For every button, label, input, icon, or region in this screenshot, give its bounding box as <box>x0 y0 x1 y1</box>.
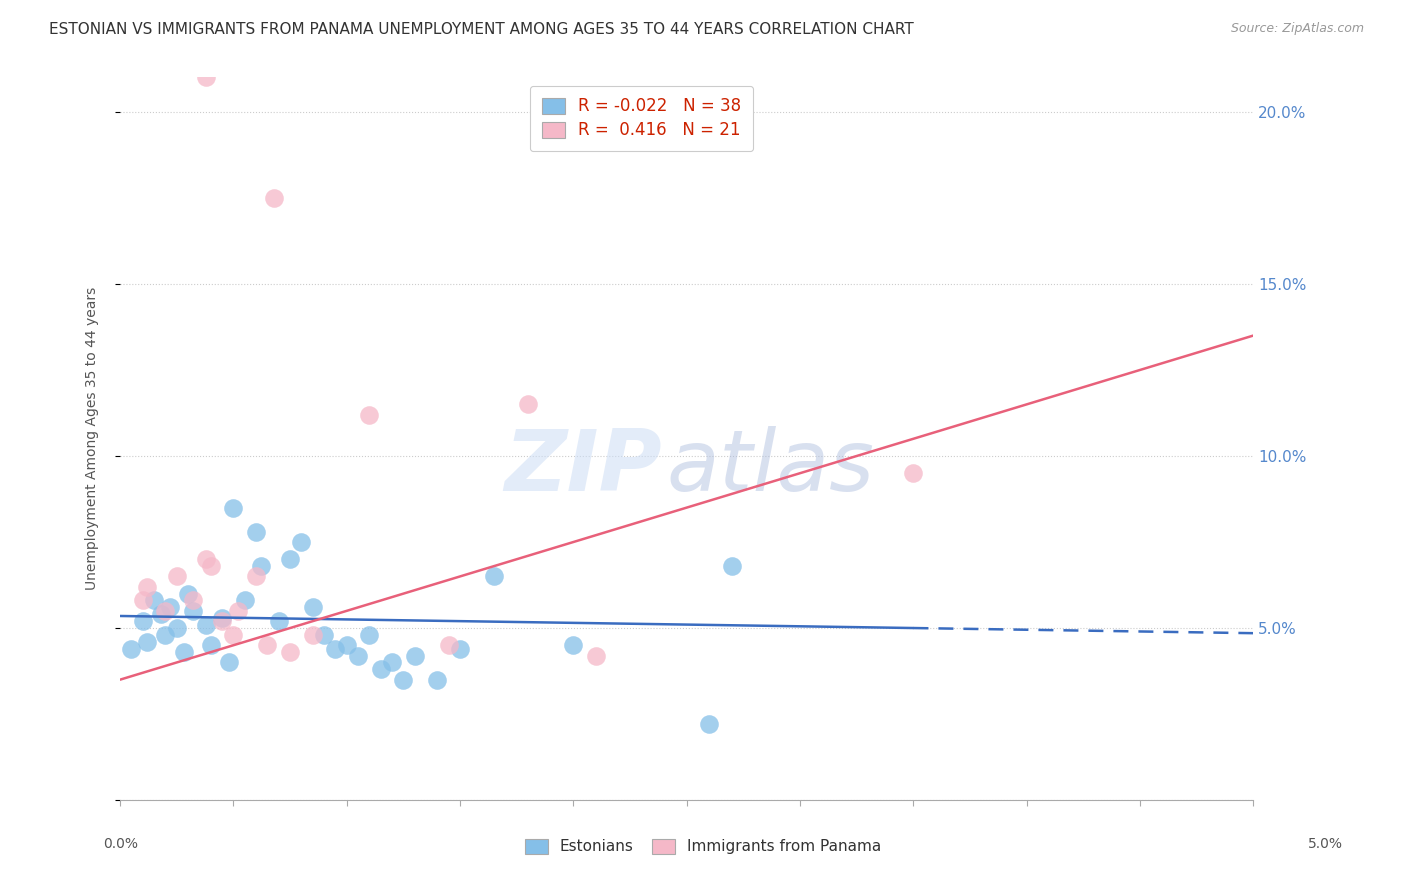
Point <box>301 628 323 642</box>
Point <box>245 569 267 583</box>
Point <box>222 628 245 642</box>
Point <box>256 638 278 652</box>
Text: atlas: atlas <box>666 426 875 509</box>
Point <box>278 645 301 659</box>
Point <box>245 524 267 539</box>
Point <box>267 614 290 628</box>
Point <box>359 628 381 642</box>
Point <box>301 600 323 615</box>
Point <box>195 70 218 85</box>
Point <box>585 648 607 663</box>
Point <box>222 500 245 515</box>
Y-axis label: Unemployment Among Ages 35 to 44 years: Unemployment Among Ages 35 to 44 years <box>86 287 100 591</box>
Point <box>233 593 256 607</box>
Text: 0.0%: 0.0% <box>103 837 138 851</box>
Point <box>121 641 143 656</box>
Point <box>136 580 159 594</box>
Point <box>195 552 218 566</box>
Point <box>290 535 312 549</box>
Point <box>181 593 204 607</box>
Point <box>263 191 285 205</box>
Point <box>132 614 155 628</box>
Point <box>562 638 585 652</box>
Point <box>173 645 195 659</box>
Point <box>449 641 471 656</box>
Point <box>143 593 166 607</box>
Point <box>437 638 460 652</box>
Point <box>336 638 359 652</box>
Legend: Estonians, Immigrants from Panama: Estonians, Immigrants from Panama <box>517 831 889 862</box>
Point <box>314 628 336 642</box>
Point <box>226 604 249 618</box>
Point <box>211 614 233 628</box>
Point <box>482 569 505 583</box>
Point <box>211 610 233 624</box>
Point <box>370 662 392 676</box>
Point <box>699 717 721 731</box>
Legend: R = -0.022   N = 38, R =  0.416   N = 21: R = -0.022 N = 38, R = 0.416 N = 21 <box>530 86 754 151</box>
Point <box>359 408 381 422</box>
Point <box>149 607 172 622</box>
Point <box>249 559 271 574</box>
Point <box>155 628 177 642</box>
Point <box>404 648 426 663</box>
Point <box>517 397 540 411</box>
Text: 5.0%: 5.0% <box>1308 837 1343 851</box>
Point <box>195 617 218 632</box>
Point <box>381 656 404 670</box>
Point <box>200 638 222 652</box>
Point <box>278 552 301 566</box>
Point <box>166 621 188 635</box>
Point <box>181 604 204 618</box>
Point <box>136 634 159 648</box>
Point <box>155 604 177 618</box>
Point <box>159 600 181 615</box>
Point <box>177 586 200 600</box>
Point <box>132 593 155 607</box>
Text: ZIP: ZIP <box>505 426 662 509</box>
Point <box>721 559 744 574</box>
Point <box>347 648 370 663</box>
Text: Source: ZipAtlas.com: Source: ZipAtlas.com <box>1230 22 1364 36</box>
Point <box>218 656 240 670</box>
Point <box>426 673 449 687</box>
Point <box>166 569 188 583</box>
Point <box>392 673 415 687</box>
Point <box>903 466 925 480</box>
Text: ESTONIAN VS IMMIGRANTS FROM PANAMA UNEMPLOYMENT AMONG AGES 35 TO 44 YEARS CORREL: ESTONIAN VS IMMIGRANTS FROM PANAMA UNEMP… <box>49 22 914 37</box>
Point <box>325 641 347 656</box>
Point <box>200 559 222 574</box>
